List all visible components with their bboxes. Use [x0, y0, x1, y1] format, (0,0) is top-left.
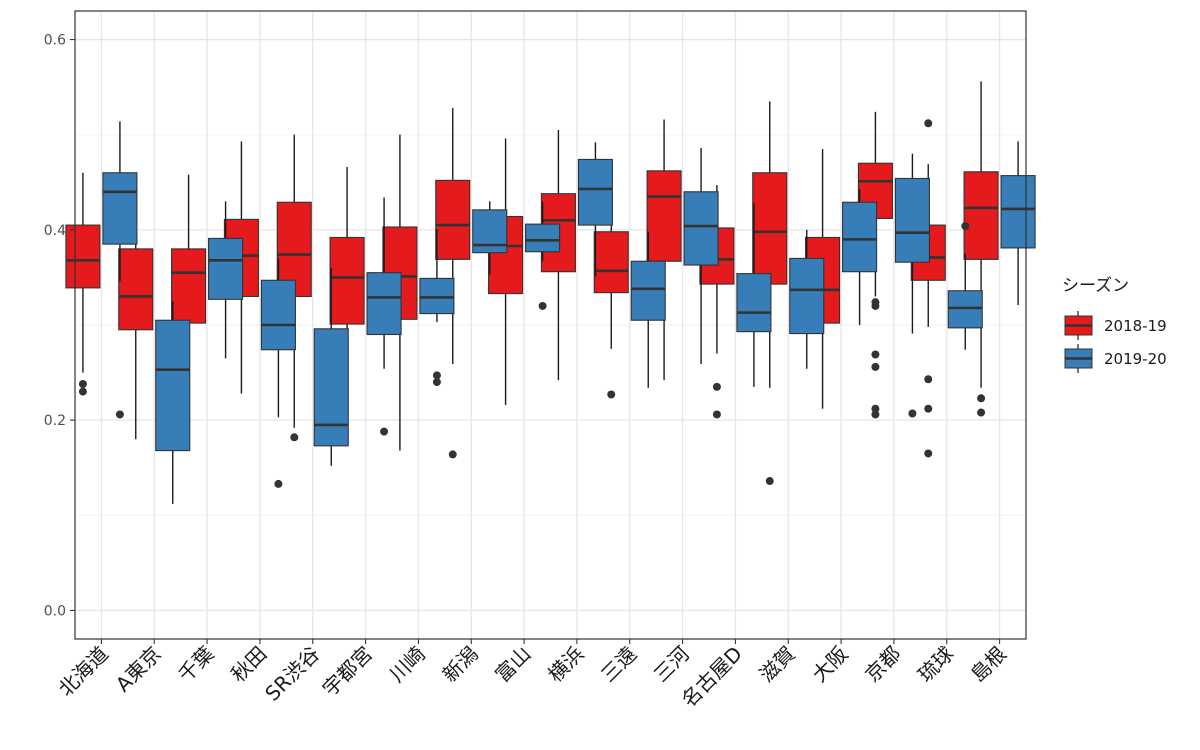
box-body [313, 328, 349, 447]
box [155, 301, 191, 504]
outlier-point [924, 449, 933, 458]
outlier-point [924, 119, 933, 128]
outlier-point [871, 404, 880, 413]
outlier-point [977, 394, 986, 403]
box [102, 121, 138, 419]
box-body [102, 172, 138, 245]
outlier-point [765, 477, 774, 486]
outlier-point [712, 410, 721, 419]
outlier-point [115, 410, 124, 419]
box-body [435, 179, 471, 260]
y-axis: 0.0 0.2 0.4 0.6 [44, 33, 75, 619]
box-body [593, 231, 629, 294]
box-body [630, 260, 666, 321]
box [894, 153, 930, 418]
box [525, 201, 561, 310]
box-body [366, 272, 402, 336]
outlier-point [78, 379, 87, 388]
box [472, 201, 508, 275]
box-body [171, 248, 207, 324]
outlier-point [607, 390, 616, 399]
outlier-point [871, 410, 880, 419]
box [65, 172, 101, 396]
box [752, 101, 788, 486]
box-body [894, 177, 930, 263]
outlier-point [538, 301, 547, 310]
box-body [1000, 175, 1036, 249]
outlier-point [432, 378, 441, 387]
box [366, 197, 402, 436]
legend-label: 2018-19 [1104, 317, 1167, 335]
box [736, 203, 772, 387]
box-series [65, 81, 1036, 504]
box-body [646, 170, 682, 262]
outlier-point [871, 362, 880, 371]
box [419, 228, 455, 387]
box [260, 258, 296, 488]
box [118, 188, 154, 440]
y-tick-label: 0.4 [44, 223, 66, 239]
box-body [947, 290, 983, 329]
outlier-point [274, 479, 283, 488]
box-body [118, 248, 154, 331]
box-body [155, 319, 191, 452]
outlier-point [924, 404, 933, 413]
outlier-point [380, 427, 389, 436]
series-2019-20 [102, 121, 1036, 504]
legend-key [1064, 311, 1093, 340]
outlier-point [712, 382, 721, 391]
outlier-point [871, 301, 880, 310]
box-body [419, 277, 455, 315]
box [963, 81, 999, 417]
outlier-point [290, 433, 299, 442]
box [842, 188, 878, 325]
box-body [329, 236, 365, 325]
outlier-point [908, 409, 917, 418]
y-tick-label: 0.2 [44, 413, 66, 429]
box [630, 231, 666, 388]
outlier-point [432, 371, 441, 380]
box [313, 267, 349, 466]
box [1000, 141, 1036, 306]
legend-label: 2019-20 [1104, 350, 1167, 368]
box [577, 142, 613, 277]
box-body [577, 158, 613, 226]
y-tick-label: 0.6 [44, 33, 66, 49]
box-body [842, 201, 878, 273]
outlier-point [78, 387, 87, 396]
box-body [260, 279, 296, 351]
outlier-point [924, 375, 933, 384]
box-body [208, 237, 244, 300]
outlier-point [977, 408, 986, 417]
box-body [65, 224, 101, 289]
legend: シーズン 2018-19 2019-20 [1062, 276, 1167, 373]
box-body [752, 172, 788, 285]
box-body [963, 171, 999, 260]
box [435, 108, 471, 459]
box-body [789, 257, 825, 335]
plot-border [74, 10, 1027, 640]
legend-title: シーズン [1062, 276, 1129, 296]
box [208, 201, 244, 359]
box [683, 148, 719, 365]
outlier-point [871, 350, 880, 359]
box-body [736, 273, 772, 333]
outlier-point [448, 450, 457, 459]
box-body [525, 223, 561, 253]
box [789, 229, 825, 369]
outlier-point [961, 222, 970, 231]
legend-key [1064, 344, 1093, 373]
box [947, 222, 983, 350]
box-body [683, 191, 719, 266]
y-tick-label: 0.0 [44, 603, 66, 619]
